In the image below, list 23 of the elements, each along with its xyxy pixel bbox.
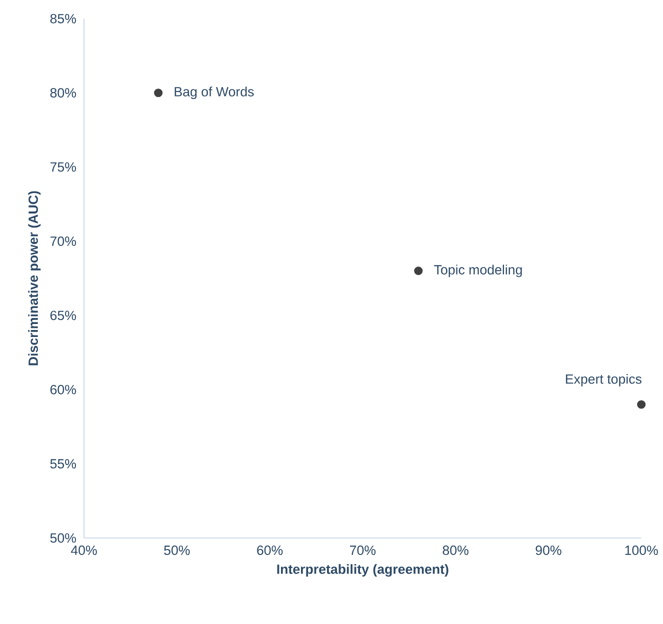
x-tick-label: 80% <box>442 546 468 555</box>
point <box>637 400 646 409</box>
x-tick-label: 60% <box>257 546 283 555</box>
x-tick-label: 40% <box>70 546 97 555</box>
y-axis-title: Discriminative power (AUC) <box>28 191 41 366</box>
annotation: Expert topics <box>566 374 642 386</box>
y-tick-label: 65% <box>50 310 76 320</box>
x-axis-title: Interpretability (agreement) <box>277 564 448 577</box>
y-tick-label: 70% <box>50 236 76 246</box>
x-tick-label: 90% <box>536 546 562 555</box>
y-tick-label: 60% <box>50 384 76 394</box>
x-tick-label: 70% <box>350 546 376 555</box>
x-tick-label: 100% <box>625 546 658 555</box>
annotation: Bag of Words <box>174 86 254 100</box>
annotation: Topic modeling <box>434 264 522 278</box>
point <box>154 88 163 98</box>
y-tick-label: 50% <box>50 533 76 543</box>
y-tick-label: 75% <box>50 162 76 172</box>
y-tick-label: 80% <box>50 88 76 98</box>
y-tick-label: 85% <box>50 14 76 24</box>
y-tick-label: 55% <box>50 459 76 468</box>
x-tick-label: 50% <box>164 546 190 555</box>
point <box>414 266 423 276</box>
